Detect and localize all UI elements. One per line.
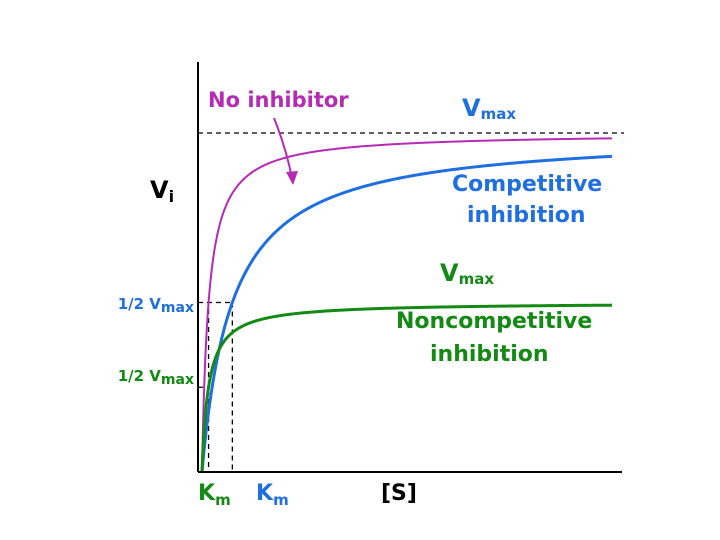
- competitive-label-line1: Competitive: [452, 172, 602, 197]
- vmax-label-top: Vmax: [462, 94, 516, 123]
- y-axis-label: Vi: [150, 176, 174, 206]
- curve-no-inhibitor: [201, 137, 613, 473]
- no-inhibitor-arrow: [273, 117, 298, 185]
- competitive-label-line2: inhibition: [467, 203, 586, 228]
- vmax-label-noncompetitive: Vmax: [440, 259, 494, 288]
- km-competitive-label: Km: [256, 481, 289, 509]
- no-inhibitor-label: No inhibitor: [208, 88, 349, 112]
- curve-competitive-inhibition: [200, 154, 613, 473]
- noncompetitive-label-line2: inhibition: [430, 342, 549, 367]
- noncompetitive-label-line1: Noncompetitive: [396, 309, 592, 334]
- km-noncompetitive-label: Km: [198, 481, 231, 509]
- half-vmax-noncompetitive-label: 1/2 Vmax: [118, 367, 194, 388]
- half-vmax-competitive-label: 1/2 Vmax: [118, 295, 194, 316]
- x-axis-label: [S]: [381, 481, 417, 506]
- curve-noncompetitive-inhibition: [200, 303, 613, 473]
